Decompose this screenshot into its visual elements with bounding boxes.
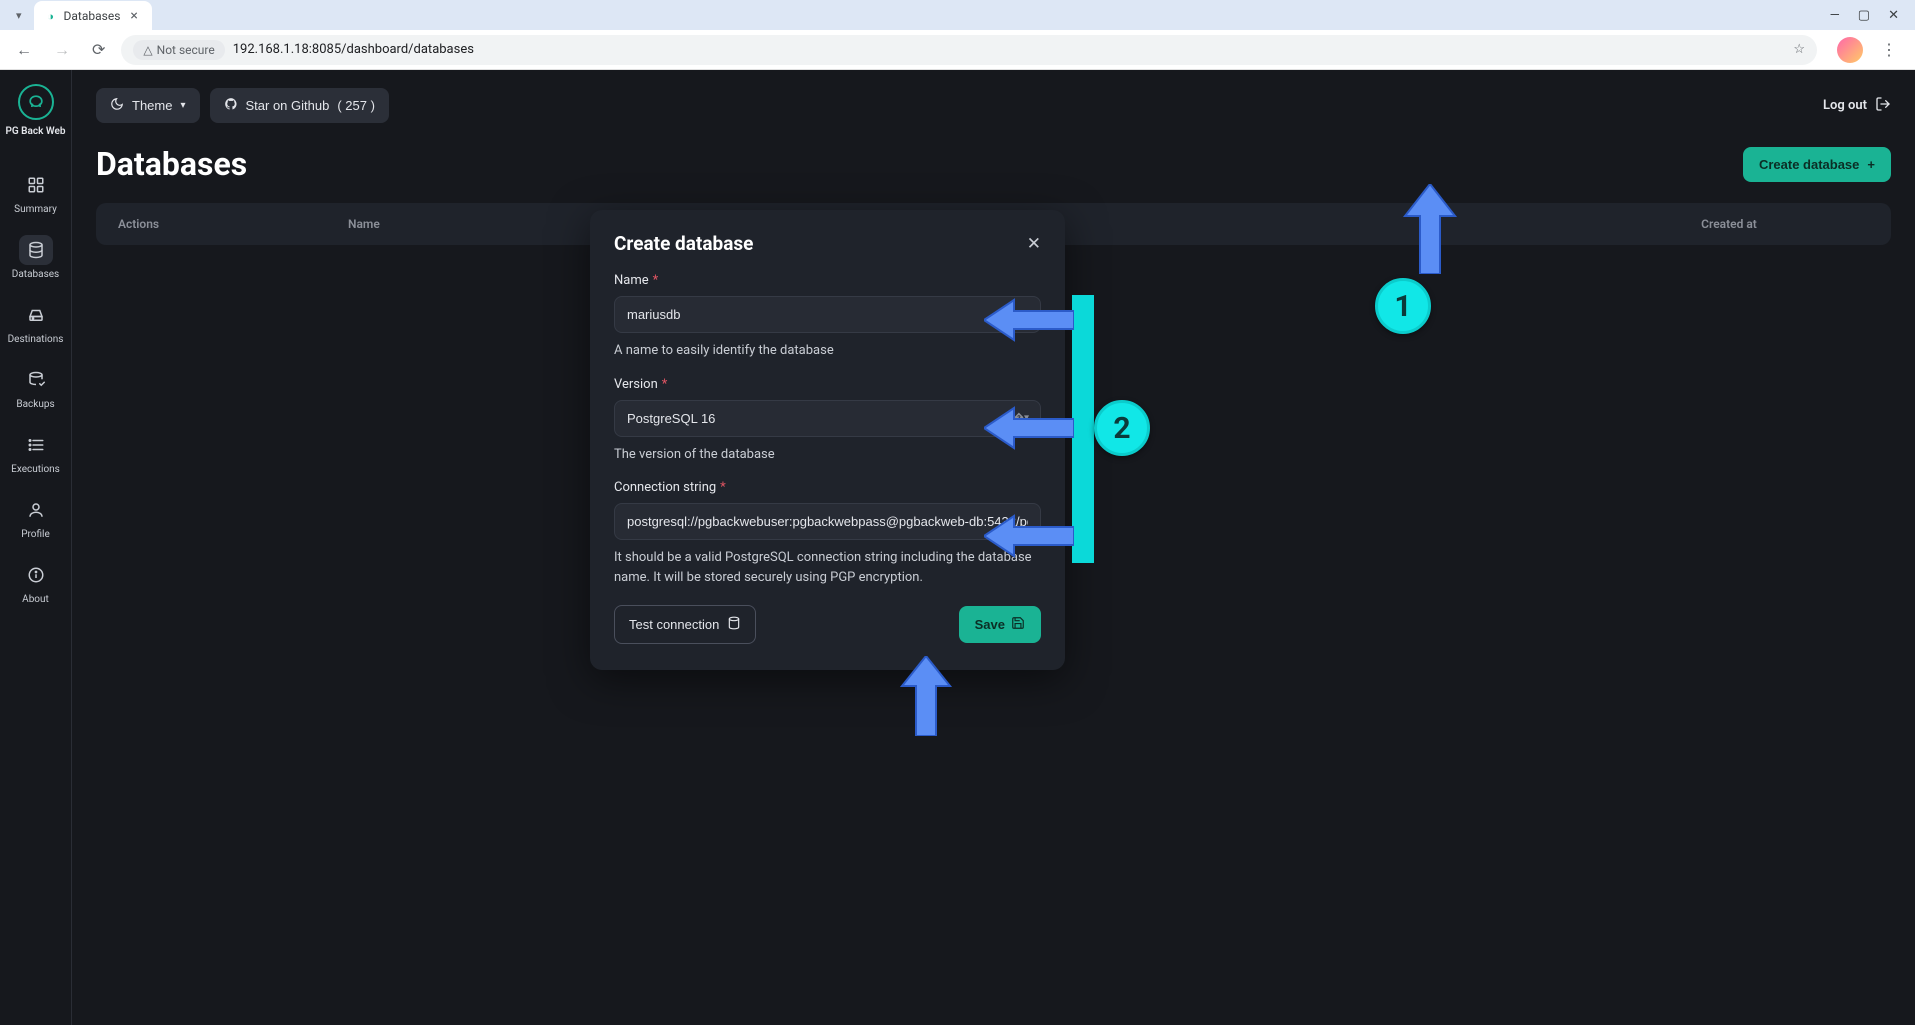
connection-string-label: Connection string* bbox=[614, 480, 1041, 495]
info-icon bbox=[19, 560, 53, 590]
security-label: Not secure bbox=[157, 43, 215, 57]
annotation-badge-1-label: 1 bbox=[1375, 278, 1431, 334]
connection-help: It should be a valid PostgreSQL connecti… bbox=[614, 548, 1041, 587]
elephant-logo-icon bbox=[18, 84, 54, 120]
logout-button[interactable]: Log out bbox=[1823, 96, 1891, 116]
create-database-modal: Create database ✕ Name* A name to easily… bbox=[590, 210, 1065, 670]
moon-icon bbox=[110, 97, 124, 114]
url-bar[interactable]: △ Not secure 192.168.1.18:8085/dashboard… bbox=[121, 35, 1817, 65]
github-count: ( 257 ) bbox=[337, 98, 375, 113]
window-close-icon[interactable]: ✕ bbox=[1888, 8, 1899, 23]
tab-favicon-icon: ◑ bbox=[44, 9, 58, 23]
modal-close-button[interactable]: ✕ bbox=[1027, 234, 1041, 254]
theme-toggle-button[interactable]: Theme ▾ bbox=[96, 88, 200, 123]
topbar: Theme ▾ Star on Github ( 257 ) Log out bbox=[96, 88, 1891, 123]
annotation-badge-2: 2 bbox=[1094, 400, 1150, 456]
sidebar-item-destinations[interactable]: Destinations bbox=[6, 292, 66, 353]
logout-label: Log out bbox=[1823, 98, 1867, 113]
grid-icon bbox=[19, 170, 53, 200]
plus-icon: + bbox=[1867, 157, 1875, 172]
warning-icon: △ bbox=[143, 43, 152, 57]
sidebar-item-label: Backups bbox=[16, 399, 54, 410]
annotation-badge-2-label: 2 bbox=[1094, 400, 1150, 456]
url-text: 192.168.1.18:8085/dashboard/databases bbox=[233, 42, 474, 57]
browser-tab[interactable]: ◑ Databases × bbox=[34, 1, 152, 31]
window-maximize-icon[interactable]: ▢ bbox=[1858, 8, 1870, 23]
database-icon bbox=[19, 235, 53, 265]
sidebar-item-profile[interactable]: Profile bbox=[6, 487, 66, 548]
sidebar-item-label: Destinations bbox=[8, 334, 64, 345]
sidebar-item-executions[interactable]: Executions bbox=[6, 422, 66, 483]
browser-menu-icon[interactable]: ⋮ bbox=[1873, 40, 1905, 59]
github-label: Star on Github bbox=[246, 98, 330, 113]
brand-name: PG Back Web bbox=[5, 126, 65, 138]
browser-nav-bar: ← → ⟳ △ Not secure 192.168.1.18:8085/das… bbox=[0, 30, 1915, 70]
sidebar-item-databases[interactable]: Databases bbox=[6, 227, 66, 288]
connection-label-text: Connection string bbox=[614, 480, 716, 495]
nav-forward-icon[interactable]: → bbox=[48, 36, 76, 64]
database-small-icon bbox=[727, 616, 741, 633]
profile-avatar[interactable] bbox=[1837, 37, 1863, 63]
chevron-down-icon: ▾ bbox=[180, 100, 185, 111]
version-select[interactable] bbox=[614, 400, 1041, 437]
nav-back-icon[interactable]: ← bbox=[10, 36, 38, 64]
github-icon bbox=[224, 97, 238, 114]
save-disk-icon bbox=[1011, 616, 1025, 633]
theme-label: Theme bbox=[132, 98, 172, 113]
drive-icon bbox=[19, 300, 53, 330]
modal-title: Create database bbox=[614, 232, 753, 255]
save-label: Save bbox=[975, 617, 1005, 632]
nav-reload-icon[interactable]: ⟳ bbox=[86, 36, 111, 63]
test-connection-button[interactable]: Test connection bbox=[614, 605, 756, 644]
browser-tab-strip: ▾ ◑ Databases × ― ▢ ✕ bbox=[0, 0, 1915, 30]
bookmark-star-icon[interactable]: ☆ bbox=[1793, 42, 1805, 57]
create-database-label: Create database bbox=[1759, 157, 1859, 172]
name-input[interactable] bbox=[614, 296, 1041, 333]
name-label: Name* bbox=[614, 273, 1041, 288]
version-help: The version of the database bbox=[614, 445, 1041, 465]
sidebar-item-label: Databases bbox=[12, 269, 59, 280]
sidebar-item-backups[interactable]: Backups bbox=[6, 357, 66, 418]
create-database-button[interactable]: Create database + bbox=[1743, 147, 1891, 182]
save-button[interactable]: Save bbox=[959, 606, 1041, 643]
name-help: A name to easily identify the database bbox=[614, 341, 1041, 361]
user-icon bbox=[19, 495, 53, 525]
sidebar: PG Back Web Summary Databases Destinatio… bbox=[0, 70, 72, 1025]
tab-close-icon[interactable]: × bbox=[126, 8, 141, 24]
col-created: Created at bbox=[1589, 217, 1869, 231]
version-label: Version* bbox=[614, 377, 1041, 392]
tab-title: Databases bbox=[64, 9, 121, 23]
github-star-button[interactable]: Star on Github ( 257 ) bbox=[210, 88, 389, 123]
sidebar-item-label: Profile bbox=[21, 529, 50, 540]
tab-dropdown-icon[interactable]: ▾ bbox=[8, 9, 30, 22]
annotation-badge-1: 1 bbox=[1375, 278, 1431, 334]
page-header: Databases Create database + bbox=[96, 145, 1891, 183]
name-label-text: Name bbox=[614, 273, 649, 288]
security-badge[interactable]: △ Not secure bbox=[133, 40, 224, 60]
backup-icon bbox=[19, 365, 53, 395]
annotation-connector-bar bbox=[1072, 295, 1094, 563]
list-icon bbox=[19, 430, 53, 460]
connection-string-input[interactable] bbox=[614, 503, 1041, 540]
page-title: Databases bbox=[96, 145, 247, 183]
main-content: Theme ▾ Star on Github ( 257 ) Log out D… bbox=[72, 70, 1915, 1025]
logout-icon bbox=[1875, 96, 1891, 116]
brand-logo[interactable]: PG Back Web bbox=[5, 84, 65, 138]
col-actions: Actions bbox=[118, 217, 348, 231]
sidebar-item-label: Summary bbox=[14, 204, 57, 215]
sidebar-item-label: About bbox=[22, 594, 49, 605]
sidebar-item-summary[interactable]: Summary bbox=[6, 162, 66, 223]
sidebar-item-label: Executions bbox=[11, 464, 60, 475]
test-connection-label: Test connection bbox=[629, 617, 719, 632]
version-label-text: Version bbox=[614, 377, 658, 392]
sidebar-item-about[interactable]: About bbox=[6, 552, 66, 613]
window-minimize-icon[interactable]: ― bbox=[1830, 8, 1840, 23]
